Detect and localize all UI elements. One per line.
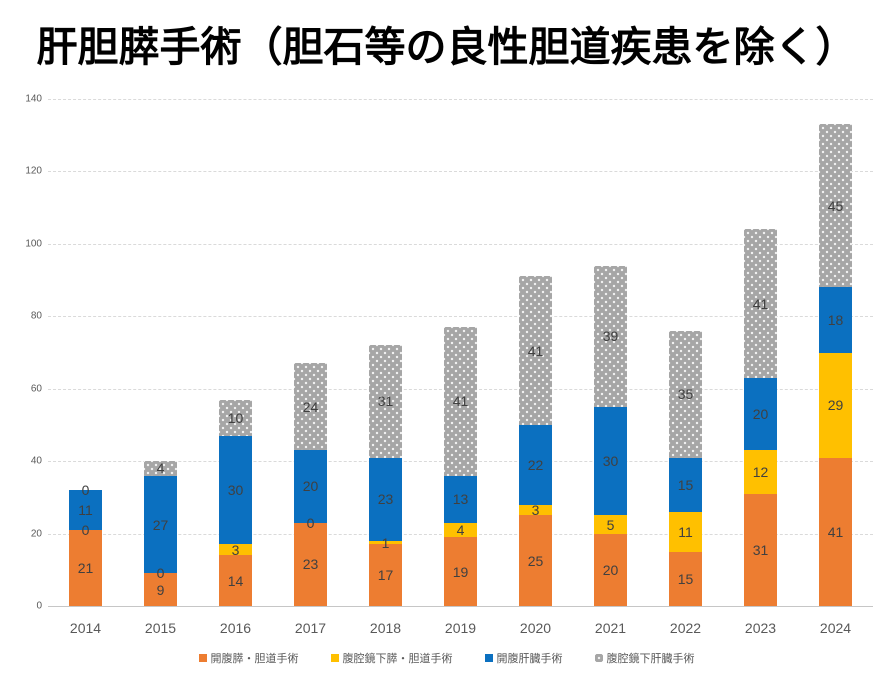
- y-axis-tick-label: 80: [30, 310, 42, 322]
- legend-marker-icon: [330, 654, 339, 662]
- bar-segment: [69, 529, 102, 606]
- bar-segment: [294, 522, 327, 606]
- bar-segment: [594, 406, 627, 516]
- gridline: [48, 243, 873, 245]
- gridline: [48, 171, 873, 173]
- bar-segment: [519, 504, 552, 516]
- gridline: [48, 316, 873, 318]
- bar-segment: [369, 345, 402, 458]
- bar-segment: [219, 555, 252, 606]
- bar-segment: [444, 327, 477, 476]
- legend-item: 腹腔鏡下肝臓手術: [594, 650, 695, 666]
- bar-segment: [669, 330, 702, 458]
- x-axis-label: 2020: [519, 620, 552, 636]
- x-axis-label: 2019: [444, 620, 477, 636]
- bar-segment: [819, 457, 852, 606]
- bar-segment: [219, 544, 252, 556]
- x-axis-label: 2018: [369, 620, 402, 636]
- x-axis-line: [48, 606, 873, 607]
- bar-segment: [594, 265, 627, 407]
- bar-segment: [594, 533, 627, 606]
- bar-segment: [669, 551, 702, 606]
- bar-segment: [144, 573, 177, 606]
- legend: 開腹膵・胆道手術 腹腔鏡下膵・胆道手術 開腹肝臓手術 腹腔鏡下肝臓手術: [0, 650, 893, 666]
- bar-segment: [744, 450, 777, 494]
- bar-segment: [444, 522, 477, 538]
- x-axis-label: 2016: [219, 620, 252, 636]
- bar-segment: [594, 515, 627, 534]
- y-axis-tick-label: 140: [25, 93, 42, 105]
- bar-segment: [819, 352, 852, 458]
- plot-area: 21 0 11 0 9 0 27 4 14 3 30 10 23 0 20 24 17 1 23 31 19 4 13 41 2…: [48, 99, 873, 607]
- x-axis-label: 2021: [594, 620, 627, 636]
- y-axis-tick-label: 20: [30, 528, 42, 540]
- bar-segment: [819, 287, 852, 353]
- bar-segment: [519, 424, 552, 505]
- bar-segment: [519, 515, 552, 606]
- legend-marker-icon: [484, 654, 493, 662]
- y-axis-tick-label: 60: [30, 383, 42, 395]
- legend-item: 開腹肝臓手術: [484, 650, 563, 666]
- bar-segment: [669, 511, 702, 552]
- bar-segment: [219, 399, 252, 436]
- x-axis-label: 2023: [744, 620, 777, 636]
- x-axis-label: 2024: [819, 620, 852, 636]
- x-axis-label: 2022: [669, 620, 702, 636]
- y-axis-tick-label: 0: [36, 600, 42, 612]
- x-axis-label: 2015: [144, 620, 177, 636]
- y-axis-tick-label: 40: [30, 455, 42, 467]
- legend-label: 開腹肝臓手術: [496, 653, 563, 665]
- gridline: [48, 99, 873, 100]
- bar-segment: [519, 276, 552, 425]
- bar-segment: [69, 490, 102, 530]
- bar-segment: [444, 537, 477, 606]
- legend-label: 腹腔鏡下膵・胆道手術: [342, 653, 453, 665]
- bar-segment: [819, 124, 852, 288]
- bar-segment: [744, 493, 777, 606]
- bar-segment: [294, 363, 327, 451]
- legend-item: 腹腔鏡下膵・胆道手術: [330, 650, 453, 666]
- bar-segment: [144, 461, 177, 476]
- legend-marker-icon: [198, 654, 207, 662]
- legend-item: 開腹膵・胆道手術: [198, 650, 299, 666]
- bar-segment: [369, 457, 402, 541]
- bar-segment: [744, 229, 777, 378]
- y-axis-tick-label: 120: [25, 165, 42, 177]
- bar-segment: [444, 475, 477, 523]
- legend-label: 開腹膵・胆道手術: [210, 653, 299, 665]
- bar-segment: [369, 544, 402, 606]
- bar-segment: [294, 450, 327, 523]
- bar-segment: [219, 435, 252, 545]
- x-axis-label: 2014: [69, 620, 102, 636]
- y-axis-tick-label: 100: [25, 238, 42, 250]
- legend-marker-icon: [594, 654, 603, 662]
- bar-segment: [144, 475, 177, 574]
- bar-segment: [744, 377, 777, 451]
- bar-segment: [669, 457, 702, 512]
- x-axis-label: 2017: [294, 620, 327, 636]
- bar-segment: [369, 540, 402, 545]
- legend-label: 腹腔鏡下肝臓手術: [606, 653, 695, 665]
- chart-title: 肝胆膵手術（胆石等の良性胆道疾患を除く）: [36, 24, 857, 70]
